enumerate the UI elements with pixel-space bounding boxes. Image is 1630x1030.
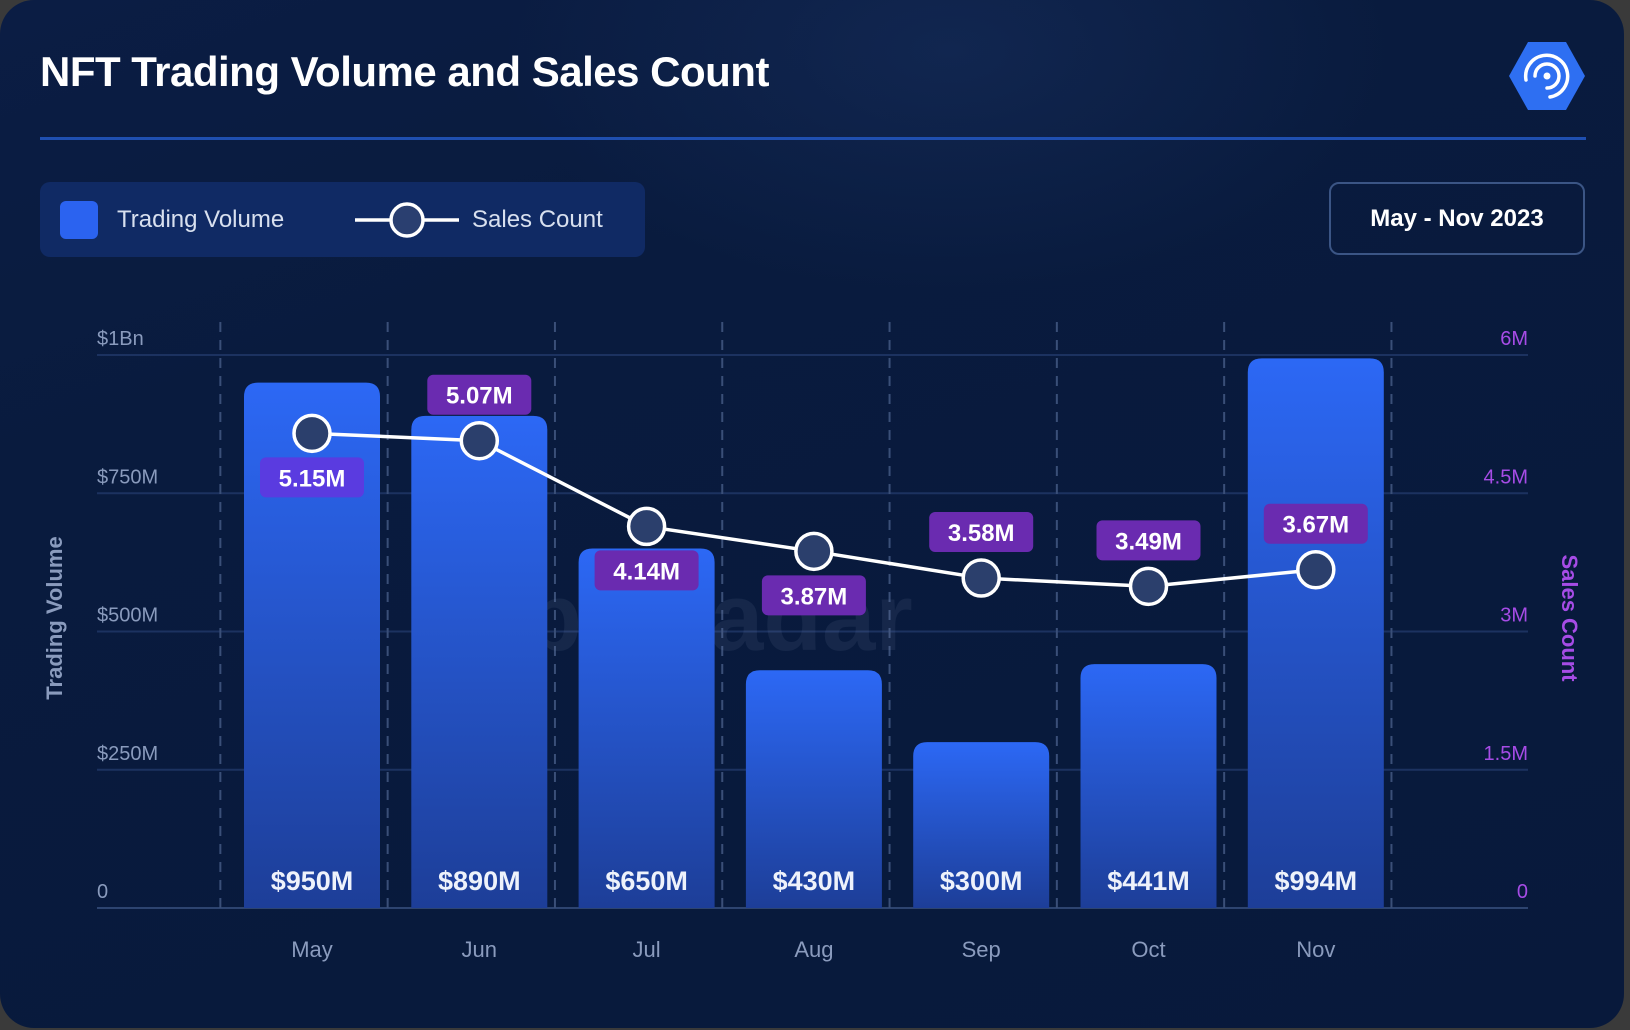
y-tick-left: $750M (97, 466, 158, 488)
bar-value-label: $994M (1275, 866, 1358, 896)
bar-jul (578, 548, 715, 908)
line-marker-icon (355, 202, 459, 238)
bar-sep (913, 742, 1050, 908)
sales-point-marker (961, 558, 1001, 598)
sales-label-badge (761, 575, 866, 616)
bar-value-label: $650M (605, 866, 688, 896)
y-axis-title-right: Sales Count (1557, 554, 1582, 682)
bar-value-label: $430M (773, 866, 856, 896)
x-tick-label: Nov (1296, 937, 1335, 962)
sales-value-label: 3.49M (1115, 528, 1182, 555)
bar-value-label: $300M (940, 866, 1023, 896)
sales-point-marker (292, 413, 332, 454)
x-tick-label: Sep (962, 937, 1001, 962)
sales-value-label: 4.14M (613, 558, 680, 585)
y-tick-right: 6M (1500, 328, 1528, 350)
date-range-selector[interactable]: May - Nov 2023 (1329, 182, 1585, 255)
header-divider (40, 137, 1586, 140)
y-tick-left: $1Bn (97, 328, 144, 350)
legend-label-sales-count[interactable]: Sales Count (472, 206, 603, 233)
bars (244, 358, 1384, 908)
bar-oct (1080, 664, 1217, 908)
chart-legend: Trading Volume Sales Count (40, 182, 645, 257)
bar-jun (411, 415, 548, 908)
axes: 0 0 $250M 1.5M $500M 3M $750M 4.5M $1Bn 6M Trading… (42, 328, 1582, 962)
sales-label-badge (427, 374, 532, 415)
y-tick-right: 3M (1500, 605, 1528, 627)
sales-point-marker (1128, 566, 1169, 607)
sales-value-label: 3.58M (948, 520, 1015, 547)
bar-value-label: $950M (271, 866, 354, 896)
sales-label-badge (1096, 520, 1201, 561)
sales-value-label: 5.15M (279, 465, 346, 492)
sales-line (292, 413, 1336, 607)
y-tick-left: $500M (97, 605, 158, 627)
chart-title: NFT Trading Volume and Sales Count (40, 48, 769, 95)
x-tick-label: Jul (633, 937, 661, 962)
y-tick-right: 1.5M (1484, 743, 1528, 765)
sales-point-marker (626, 506, 667, 547)
y-tick-left: 0 (97, 881, 108, 903)
sales-label-badge (594, 550, 699, 591)
bar-swatch-icon (60, 201, 98, 239)
y-tick-right: 4.5M (1484, 466, 1528, 488)
sales-value-label: 5.07M (446, 383, 513, 410)
legend-label-trading-volume[interactable]: Trading Volume (117, 206, 285, 233)
x-tick-label: Jun (462, 937, 497, 962)
sales-value-label: 3.67M (1282, 512, 1349, 539)
data-labels: $950M $890M $650M $430M $300M $441M $994M 5.15M… (260, 374, 1368, 896)
sales-label-badge (929, 512, 1034, 553)
sales-point-marker (794, 531, 834, 572)
x-tick-label: Oct (1131, 937, 1165, 962)
sales-value-label: 3.87M (781, 583, 848, 610)
y-tick-right: 0 (1517, 881, 1528, 903)
y-tick-left: $250M (97, 743, 158, 765)
sales-point-marker (459, 420, 500, 461)
x-tick-label: May (291, 937, 333, 962)
sales-point-marker (1296, 549, 1336, 590)
bar-nov (1247, 358, 1384, 908)
bar-value-label: $441M (1107, 866, 1190, 896)
bar-may (244, 382, 380, 908)
bar-aug (745, 670, 882, 908)
sales-label-badge (1263, 503, 1368, 544)
bar-value-label: $890M (438, 866, 521, 896)
y-axis-title-left: Trading Volume (42, 536, 67, 699)
appradar-logo-icon (1509, 42, 1585, 110)
x-tick-label: Aug (794, 937, 833, 962)
sales-label-badge (260, 457, 364, 498)
